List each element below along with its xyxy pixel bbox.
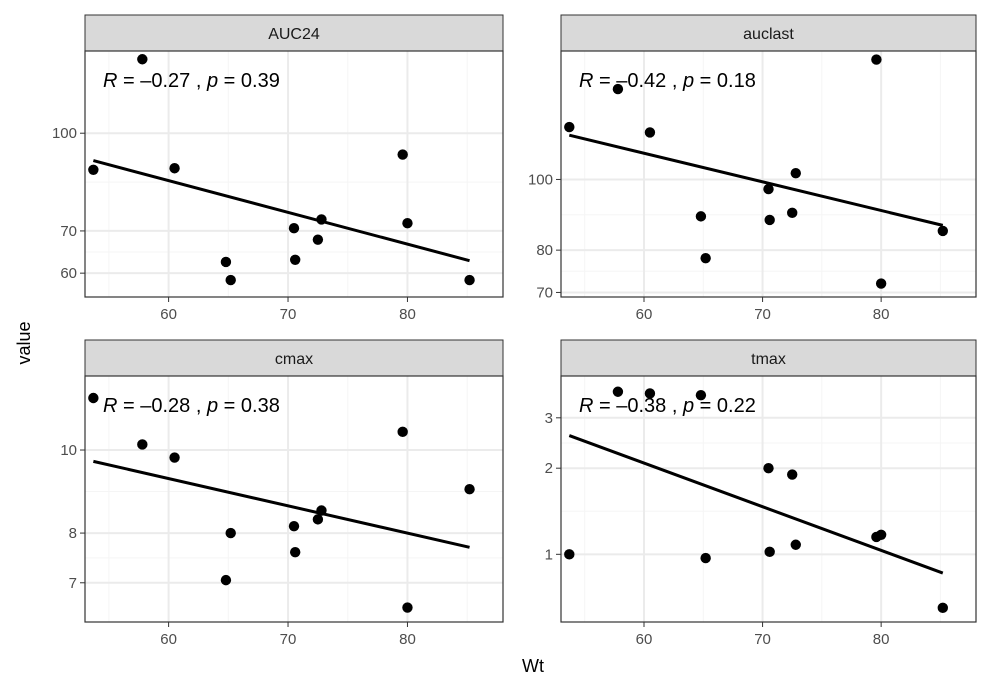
data-point [88, 392, 99, 404]
correlation-annotation: R = –0.42 , p = 0.18 [579, 70, 756, 92]
data-point [700, 252, 711, 264]
facet-strip [560, 339, 977, 377]
data-point [464, 484, 475, 495]
data-point [137, 54, 148, 65]
panel-border [84, 375, 504, 623]
y-tick-label: 60 [60, 265, 77, 282]
y-tick-label: 2 [545, 460, 553, 477]
data-point [289, 254, 301, 265]
data-point [763, 462, 774, 474]
data-point [169, 163, 180, 174]
plot-background [85, 376, 503, 622]
y-tick-label: 100 [52, 125, 77, 142]
correlation-annotation: R = –0.28 , p = 0.38 [103, 395, 280, 417]
regression-line [568, 434, 944, 575]
data-point [220, 574, 232, 586]
x-tick-label: 60 [636, 306, 653, 323]
data-point [790, 539, 801, 550]
regression-line [568, 133, 944, 227]
data-point [397, 149, 408, 160]
data-point [564, 121, 575, 133]
data-point [288, 223, 300, 234]
data-point [790, 167, 801, 179]
correlation-annotation: R = –0.27 , p = 0.39 [103, 70, 280, 92]
y-axis-title: value [14, 321, 34, 364]
data-point [402, 218, 413, 229]
y-tick-label: 3 [545, 410, 553, 427]
data-point [644, 127, 656, 138]
data-point [288, 520, 300, 532]
data-point [700, 552, 711, 564]
panel-auclast: auclast R = –0.42 , p = 0.18 70 80 100 60 70 80 [528, 14, 977, 323]
plot-background [561, 51, 976, 297]
x-axis-title: Wt [522, 656, 544, 676]
data-point [312, 234, 324, 245]
data-point [402, 602, 413, 613]
data-point [289, 546, 301, 558]
panel-tmax: tmax R = –0.38 , p = 0.22 1 2 3 60 70 80 [545, 339, 977, 648]
y-tick-label: 1 [545, 546, 553, 563]
x-tick-label: 70 [754, 631, 771, 648]
data-point [763, 183, 774, 195]
data-point [137, 439, 148, 450]
y-tick-label: 70 [536, 284, 553, 301]
panel-border [84, 50, 504, 298]
panel-cmax: cmax R = –0.28 , p = 0.38 7 8 10 60 70 80 [60, 339, 504, 648]
data-point [937, 225, 948, 237]
data-point [225, 274, 236, 286]
panel-border [560, 375, 977, 623]
y-tick-label: 70 [60, 223, 77, 240]
x-tick-label: 80 [399, 306, 416, 323]
panel-border [560, 50, 977, 298]
data-point [564, 549, 575, 560]
x-tick-label: 80 [399, 631, 416, 648]
data-point [875, 278, 887, 289]
y-tick-label: 10 [60, 442, 77, 459]
x-tick-label: 60 [160, 631, 177, 648]
data-point [644, 388, 656, 399]
data-point [612, 83, 624, 95]
x-tick-label: 70 [754, 306, 771, 323]
facet-label: cmax [275, 351, 313, 368]
data-point [612, 386, 624, 397]
data-point [316, 505, 327, 516]
data-point [464, 274, 475, 286]
y-tick-label: 7 [69, 575, 77, 592]
x-tick-label: 60 [636, 631, 653, 648]
data-point [937, 602, 948, 614]
x-tick-label: 80 [873, 631, 890, 648]
data-point [169, 452, 180, 463]
facet-label: auclast [743, 26, 794, 43]
data-point [764, 214, 775, 226]
facet-strip [84, 339, 504, 377]
y-tick-label: 100 [528, 171, 553, 188]
data-point [312, 514, 324, 525]
facet-strip [84, 14, 504, 52]
x-tick-label: 60 [160, 306, 177, 323]
data-point [695, 211, 707, 222]
panel-AUC24: AUC24 R = –0.27 , p = 0.39 60 70 100 60 70 80 [52, 14, 504, 323]
data-point [397, 426, 408, 438]
data-point [695, 389, 707, 401]
data-point [787, 469, 798, 480]
data-point [220, 256, 232, 268]
data-point [764, 546, 775, 558]
x-tick-label: 70 [280, 306, 297, 323]
regression-line [92, 159, 470, 263]
data-point [875, 529, 887, 541]
data-point [316, 214, 327, 225]
y-tick-label: 8 [69, 525, 77, 542]
x-tick-label: 80 [873, 306, 890, 323]
y-tick-label: 80 [536, 242, 553, 259]
data-point [787, 207, 798, 219]
correlation-annotation: R = –0.38 , p = 0.22 [579, 395, 756, 417]
data-point [225, 527, 236, 539]
x-tick-label: 70 [280, 631, 297, 648]
regression-line [93, 459, 470, 549]
data-point [88, 164, 99, 175]
facet-label: AUC24 [268, 26, 320, 43]
facet-label: tmax [751, 351, 786, 368]
data-point [871, 54, 882, 65]
